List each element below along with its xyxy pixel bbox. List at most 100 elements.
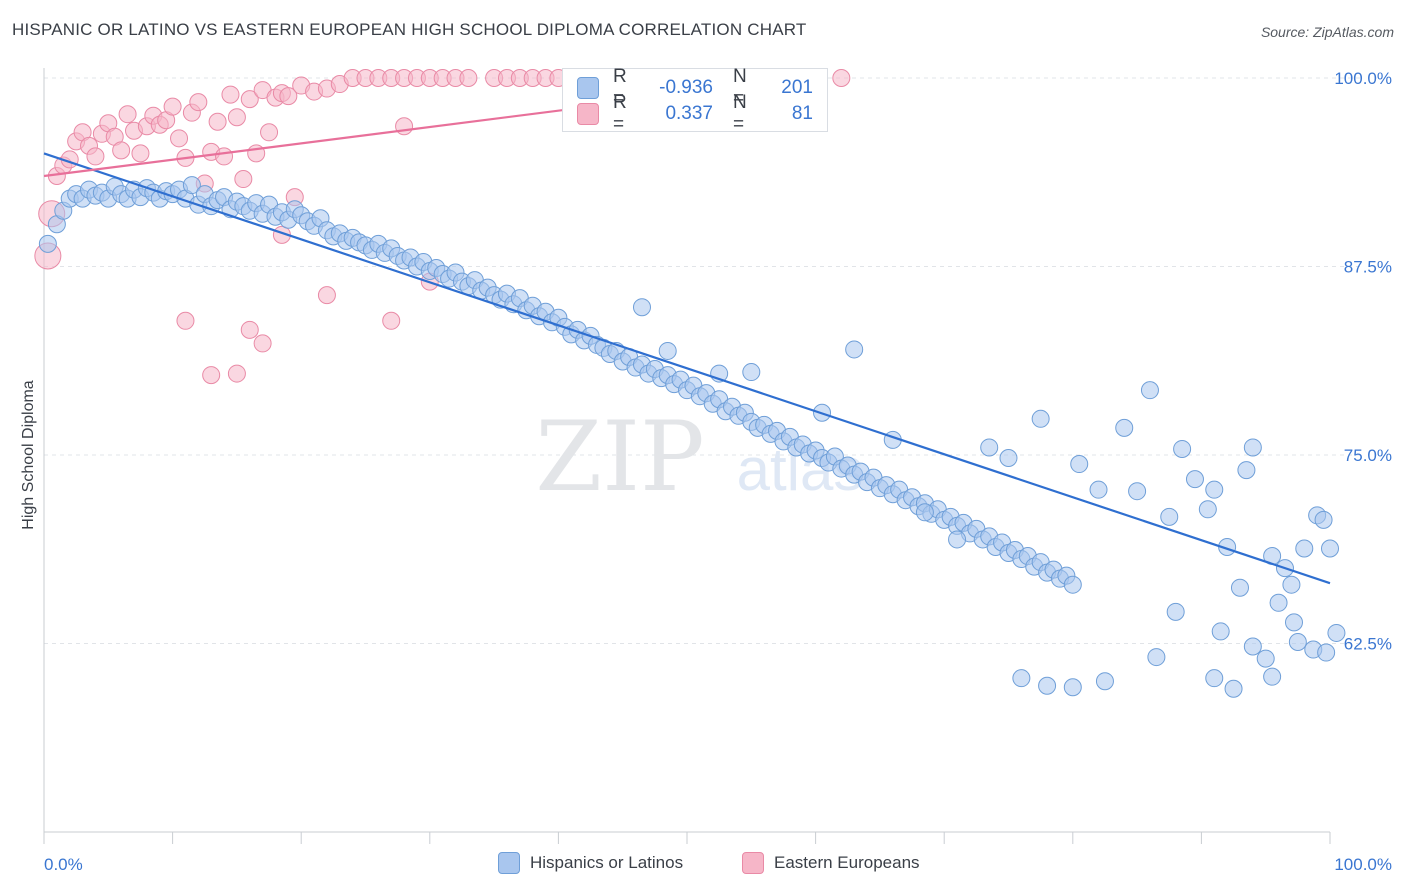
correlation-stats-box: R = -0.936 N = 201 R = 0.337 N = 81 xyxy=(562,66,828,135)
eastern-europeans-point xyxy=(176,311,195,330)
chart-title: HISPANIC OR LATINO VS EASTERN EUROPEAN H… xyxy=(12,20,807,39)
eastern-europeans-point xyxy=(382,311,401,330)
stats-row-eastern-europeans: R = 0.337 N = 81 xyxy=(577,92,813,135)
legend-item-eastern-europeans[interactable]: Eastern Europeans xyxy=(742,852,920,874)
eastern-europeans-point xyxy=(240,320,259,339)
eastern-europeans-point xyxy=(189,93,208,112)
hispanics-point xyxy=(999,449,1018,468)
hispanics-point xyxy=(1205,480,1224,499)
eastern-europeans-point xyxy=(227,108,246,127)
eastern-europeans-point xyxy=(202,366,221,385)
legend-label-eastern-europeans: Eastern Europeans xyxy=(774,853,920,872)
eastern-europeans-point xyxy=(131,144,150,163)
hispanics-point xyxy=(1205,669,1224,688)
hispanics-point xyxy=(1295,539,1314,558)
hispanics-point xyxy=(1166,602,1185,621)
n-label: N = xyxy=(733,66,747,109)
y-tick-label: 75.0% xyxy=(1344,446,1392,465)
x-tick-label: 0.0% xyxy=(44,855,83,874)
hispanics-point xyxy=(1282,575,1301,594)
eastern-europeans-point xyxy=(459,69,478,87)
eastern-europeans-point xyxy=(221,85,240,104)
grid xyxy=(44,77,1360,644)
eastern-europeans-point xyxy=(240,90,259,109)
hispanics-point xyxy=(1198,500,1217,519)
eastern-europeans-point xyxy=(234,170,253,189)
eastern-europeans-point xyxy=(170,129,189,148)
source-credit: Source: ZipAtlas.com xyxy=(1260,24,1394,40)
hispanics-point xyxy=(1321,539,1339,558)
y-tick-label: 87.5% xyxy=(1344,258,1392,277)
r-value: -0.936 xyxy=(659,77,713,98)
hispanics-point xyxy=(38,234,57,253)
hispanics-point xyxy=(1243,438,1262,457)
eastern-europeans-point xyxy=(832,69,851,87)
hispanics-point xyxy=(1095,672,1114,691)
hispanics-point xyxy=(1173,439,1192,458)
n-label: N = xyxy=(733,92,747,135)
hispanics-point xyxy=(1284,613,1303,632)
hispanics-point xyxy=(1070,455,1089,474)
eastern-europeans-point xyxy=(279,87,298,106)
hispanics-point xyxy=(980,438,999,457)
hispanics-point xyxy=(1269,593,1288,612)
hispanics-point xyxy=(1031,409,1050,428)
hispanics-point xyxy=(1243,637,1262,656)
hispanics-point xyxy=(1288,632,1307,651)
hispanics-trendline xyxy=(43,152,1331,585)
hispanics-point xyxy=(1140,381,1159,400)
hispanics-point xyxy=(1147,648,1166,667)
hispanics-point xyxy=(1063,678,1082,697)
axes xyxy=(43,68,1331,844)
hispanics-point xyxy=(1038,676,1057,695)
hispanics-point xyxy=(1012,669,1031,688)
eastern-europeans-point xyxy=(208,112,227,131)
legend-swatch-hispanics xyxy=(498,852,520,874)
hispanics-point xyxy=(632,298,651,317)
hispanics-point xyxy=(845,340,864,359)
hispanics-point xyxy=(1224,679,1243,698)
hispanics-point xyxy=(1185,470,1204,489)
hispanics-point xyxy=(1317,643,1336,662)
eastern-europeans-point xyxy=(163,97,182,116)
hispanics-point xyxy=(742,363,761,382)
eastern-europeans-point xyxy=(253,334,272,353)
eastern-europeans-point xyxy=(215,147,234,166)
eastern-europeans-point xyxy=(86,147,105,166)
hispanics-points xyxy=(38,176,1346,698)
hispanics-point xyxy=(1063,575,1082,594)
r-label: R = xyxy=(613,66,627,109)
stats-swatch-hispanics xyxy=(577,77,599,99)
n-value: 81 xyxy=(791,103,813,124)
hispanics-point xyxy=(1263,667,1282,686)
hispanics-point xyxy=(1115,418,1134,437)
y-tick-label: 62.5% xyxy=(1344,635,1392,654)
eastern-europeans-point xyxy=(118,105,137,124)
eastern-europeans-point xyxy=(227,364,246,383)
hispanics-point xyxy=(1089,480,1108,499)
legend-item-hispanics[interactable]: Hispanics or Latinos xyxy=(498,852,683,874)
watermark-zip: ZIP xyxy=(535,401,704,513)
hispanics-point xyxy=(658,341,677,360)
hispanics-point xyxy=(1327,623,1346,642)
hispanics-point xyxy=(182,176,201,195)
y-tick-label: 100.0% xyxy=(1334,69,1392,88)
hispanics-point xyxy=(1211,622,1230,641)
hispanics-point xyxy=(1230,578,1249,597)
stats-swatch-eastern-europeans xyxy=(577,103,599,125)
legend-swatch-eastern-europeans xyxy=(742,852,764,874)
legend: Hispanics or Latinos Eastern Europeans xyxy=(0,852,1406,878)
r-label: R = xyxy=(613,92,627,135)
axis-labels: 62.5% 75.0% 87.5% 100.0% 0.0% 100.0% High Scho… xyxy=(20,69,1392,874)
stats-row-hispanics: R = -0.936 N = 201 xyxy=(577,66,813,109)
eastern-europeans-point xyxy=(112,141,131,160)
eastern-europeans-point xyxy=(317,286,336,305)
legend-label-hispanics: Hispanics or Latinos xyxy=(530,853,684,872)
eastern-europeans-point xyxy=(395,117,414,136)
hispanics-point xyxy=(915,503,934,522)
hispanics-point xyxy=(1128,482,1147,501)
hispanics-point xyxy=(1237,461,1256,480)
n-value: 201 xyxy=(781,77,813,98)
hispanics-point xyxy=(948,530,967,549)
